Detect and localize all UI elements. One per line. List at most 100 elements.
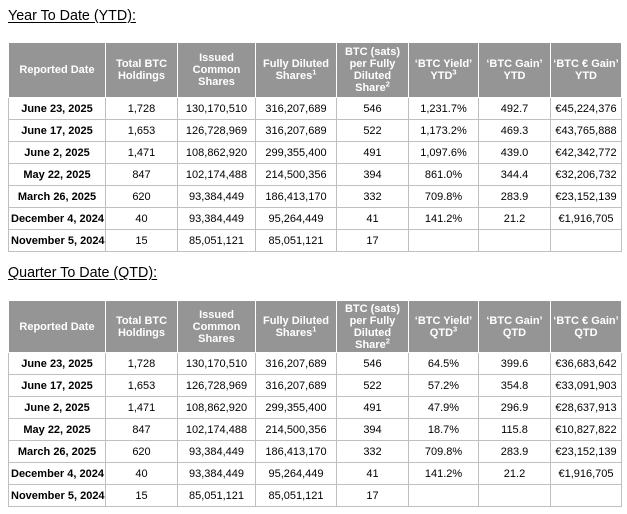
value-cell: 15 (105, 229, 178, 252)
column-header: Fully Diluted Shares1 (255, 300, 337, 353)
value-cell: 141.2% (408, 462, 479, 485)
value-cell: 21.2 (478, 207, 551, 230)
value-cell: 847 (105, 163, 178, 186)
value-cell: 861.0% (408, 163, 479, 186)
value-cell: €36,683,642 (550, 352, 622, 375)
table-row: June 17, 2025 1,653 126,728,969 316,207,689… (8, 119, 622, 142)
value-cell: 283.9 (478, 185, 551, 208)
footnote-superscript: 3 (453, 323, 458, 333)
value-cell (550, 484, 622, 507)
value-cell: 299,355,400 (255, 396, 337, 419)
value-cell: 394 (336, 418, 409, 441)
value-cell: 85,051,121 (255, 484, 337, 507)
value-cell: 1,097.6% (408, 141, 479, 164)
value-cell: 85,051,121 (255, 229, 337, 252)
value-cell: 130,170,510 (177, 352, 256, 375)
value-cell: 316,207,689 (255, 352, 337, 375)
value-cell: 41 (336, 462, 409, 485)
date-cell: May 22, 2025 (8, 163, 106, 186)
value-cell: 620 (105, 440, 178, 463)
value-cell: €45,224,376 (550, 97, 622, 120)
footnote-superscript: 2 (385, 79, 390, 89)
value-cell: €1,916,705 (550, 462, 622, 485)
value-cell: 95,264,449 (255, 462, 337, 485)
value-cell: 299,355,400 (255, 141, 337, 164)
date-cell: December 4, 2024 (8, 462, 106, 485)
value-cell: 21.2 (478, 462, 551, 485)
ytd-table: Reported Date Total BTC Holdings Issued Comm… (8, 42, 622, 252)
date-cell: May 22, 2025 (8, 418, 106, 441)
value-cell: 126,728,969 (177, 374, 256, 397)
qtd-table: Reported Date Total BTC Holdings Issued Comm… (8, 300, 622, 507)
column-header: Issued Common Shares (177, 42, 256, 98)
value-cell: 186,413,170 (255, 440, 337, 463)
value-cell: 491 (336, 141, 409, 164)
value-cell: 522 (336, 119, 409, 142)
value-cell: 108,862,920 (177, 141, 256, 164)
table-row: December 4, 2024 40 93,384,449 95,264,449 41… (8, 207, 622, 230)
value-cell: 709.8% (408, 185, 479, 208)
value-cell: €43,765,888 (550, 119, 622, 142)
date-cell: March 26, 2025 (8, 185, 106, 208)
ytd-table-header: Reported Date Total BTC Holdings Issued Comm… (8, 42, 622, 98)
table-row: June 2, 2025 1,471 108,862,920 299,355,400 4… (8, 141, 622, 164)
value-cell: 709.8% (408, 440, 479, 463)
value-cell: 296.9 (478, 396, 551, 419)
column-header: ‘BTC Gain’ YTD (478, 42, 551, 98)
date-cell: June 23, 2025 (8, 97, 106, 120)
header-row: Reported Date Total BTC Holdings Issued Comm… (8, 42, 622, 98)
footnote-superscript: 1 (312, 323, 317, 333)
value-cell: 95,264,449 (255, 207, 337, 230)
value-cell: 15 (105, 484, 178, 507)
value-cell: 1,653 (105, 119, 178, 142)
footnote-superscript: 2 (385, 335, 390, 345)
date-cell: June 17, 2025 (8, 119, 106, 142)
column-header: Reported Date (8, 300, 106, 353)
column-header: ‘BTC Yield’ YTD3 (408, 42, 479, 98)
table-row: May 22, 2025 847 102,174,488 214,500,356 394… (8, 418, 622, 441)
value-cell: 620 (105, 185, 178, 208)
value-cell: 491 (336, 396, 409, 419)
value-cell: €23,152,139 (550, 185, 622, 208)
value-cell: 522 (336, 374, 409, 397)
value-cell: €23,152,139 (550, 440, 622, 463)
value-cell: €28,637,913 (550, 396, 622, 419)
date-cell: March 26, 2025 (8, 440, 106, 463)
value-cell: 332 (336, 185, 409, 208)
value-cell: 47.9% (408, 396, 479, 419)
column-header: ‘BTC € Gain’ QTD (550, 300, 622, 353)
value-cell: 126,728,969 (177, 119, 256, 142)
date-cell: June 23, 2025 (8, 352, 106, 375)
date-cell: November 5, 2024 (8, 229, 106, 252)
value-cell: 439.0 (478, 141, 551, 164)
value-cell (408, 484, 479, 507)
value-cell: 1,471 (105, 141, 178, 164)
value-cell: 399.6 (478, 352, 551, 375)
value-cell: 93,384,449 (177, 207, 256, 230)
value-cell: 85,051,121 (177, 484, 256, 507)
value-cell: 102,174,488 (177, 418, 256, 441)
value-cell: 469.3 (478, 119, 551, 142)
value-cell: 316,207,689 (255, 374, 337, 397)
date-cell: December 4, 2024 (8, 207, 106, 230)
value-cell (478, 229, 551, 252)
table-row: November 5, 2024 15 85,051,121 85,051,121 17 (8, 484, 622, 507)
table-row: December 4, 2024 40 93,384,449 95,264,449 41… (8, 462, 622, 485)
date-cell: June 17, 2025 (8, 374, 106, 397)
value-cell: 40 (105, 462, 178, 485)
value-cell: 1,231.7% (408, 97, 479, 120)
value-cell: €1,916,705 (550, 207, 622, 230)
value-cell: 492.7 (478, 97, 551, 120)
value-cell: 17 (336, 484, 409, 507)
date-cell: November 5, 2024 (8, 484, 106, 507)
value-cell: 130,170,510 (177, 97, 256, 120)
value-cell: 214,500,356 (255, 163, 337, 186)
value-cell: 57.2% (408, 374, 479, 397)
value-cell: €10,827,822 (550, 418, 622, 441)
ytd-table-body: June 23, 2025 1,728 130,170,510 316,207,689… (8, 97, 622, 252)
value-cell: 93,384,449 (177, 440, 256, 463)
value-cell: 214,500,356 (255, 418, 337, 441)
value-cell: 394 (336, 163, 409, 186)
column-header: ‘BTC € Gain’ YTD (550, 42, 622, 98)
column-header: Issued Common Shares (177, 300, 256, 353)
